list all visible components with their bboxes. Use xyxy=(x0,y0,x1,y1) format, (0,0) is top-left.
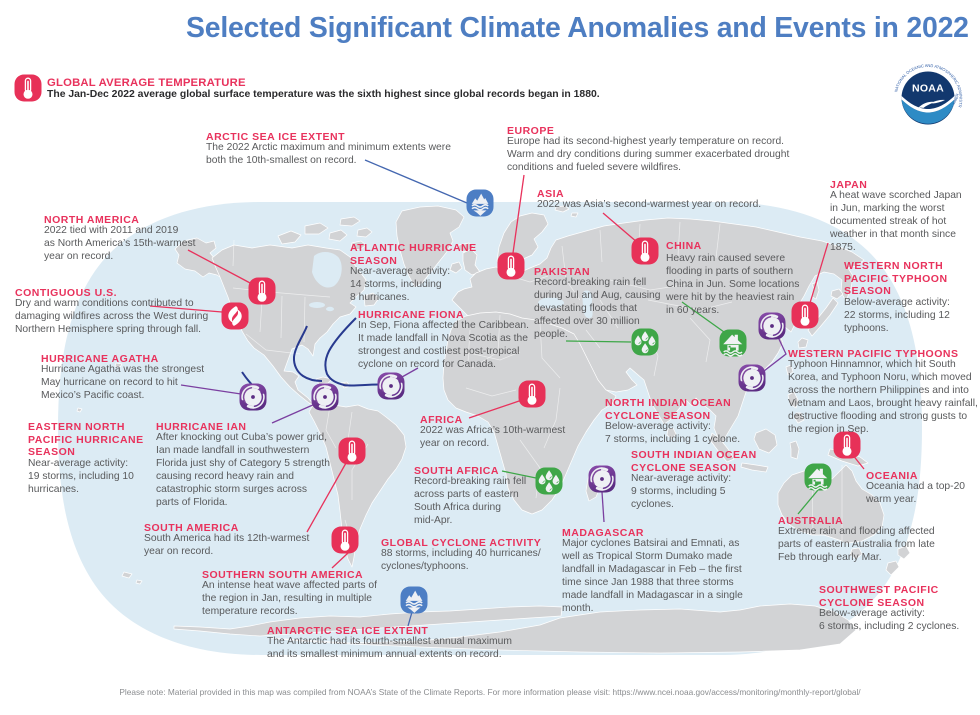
svg-text:NOAA: NOAA xyxy=(912,83,944,95)
